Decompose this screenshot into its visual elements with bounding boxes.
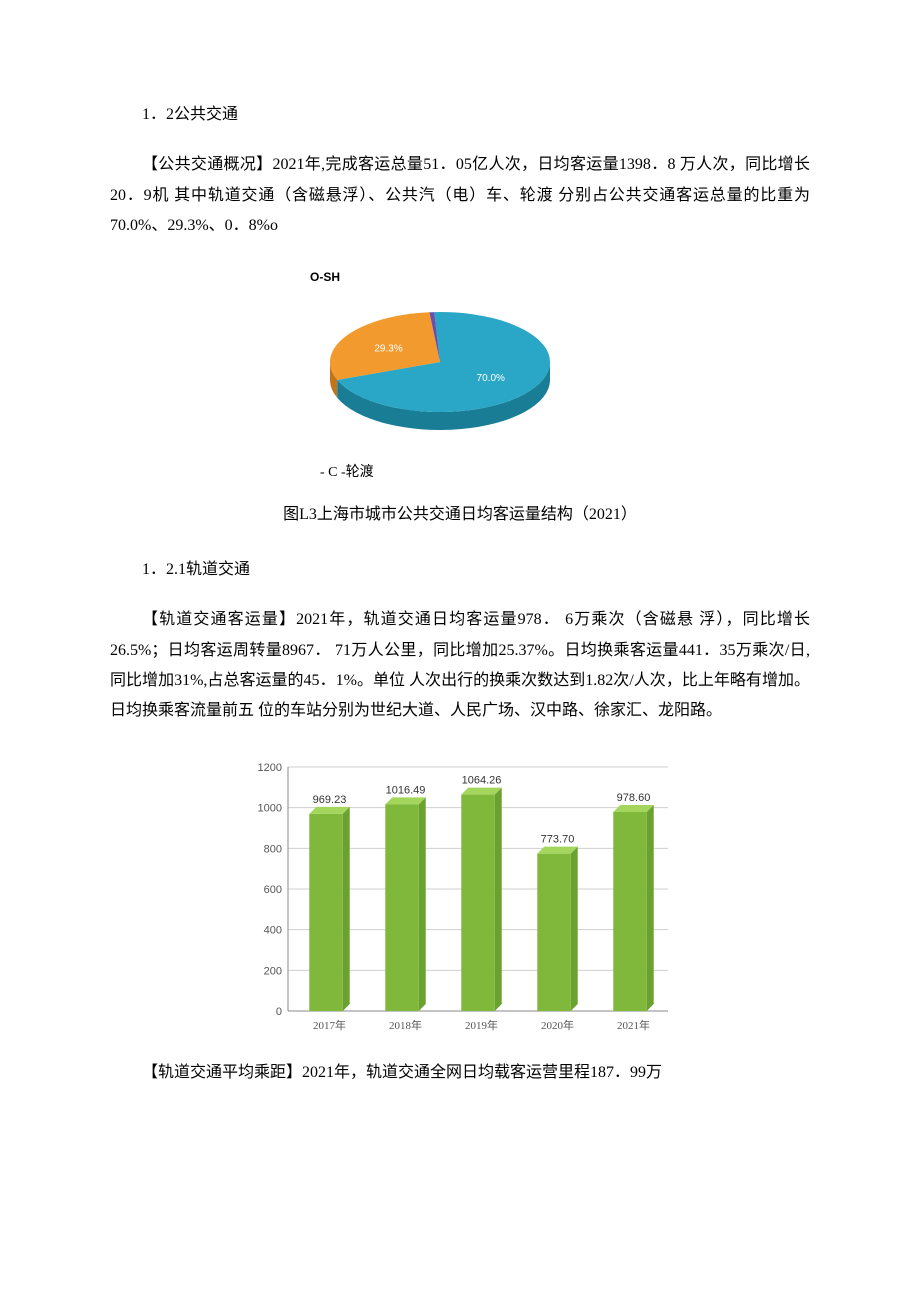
bar-value-label: 969.23	[313, 794, 347, 806]
y-tick-label: 1000	[258, 802, 282, 814]
bar-value-label: 1064.26	[462, 774, 502, 786]
bar-chart-container: 0 200 400 600 800 1000 1200 969.23 2017年 1016.49 2…	[240, 751, 680, 1052]
pie-chart-container: O-SH 70.0% 29.3% - C -轮渡	[280, 266, 640, 487]
x-tick-label: 2019年	[465, 1018, 498, 1032]
y-tick-label: 0	[276, 1006, 282, 1018]
bar-value-label: 1016.49	[386, 784, 426, 796]
y-tick-label: 200	[264, 965, 282, 977]
bar	[385, 804, 418, 1011]
x-tick-label: 2018年	[389, 1018, 422, 1032]
y-tick-label: 800	[264, 843, 282, 855]
section-heading-2: 1．2.1轨道交通	[110, 555, 810, 585]
bar	[537, 853, 570, 1010]
pie-slice-label: 29.3%	[374, 344, 402, 355]
paragraph-overview: 【公共交通概况】2021年,完成客运总量51．05亿人次，日均客运量1398．8…	[110, 150, 810, 241]
bar	[309, 814, 342, 1011]
bar	[461, 794, 494, 1010]
y-tick-label: 400	[264, 924, 282, 936]
x-tick-label: 2020年	[541, 1018, 574, 1032]
bar-value-label: 773.70	[541, 833, 575, 845]
x-tick-label: 2021年	[617, 1018, 650, 1032]
pie-slice-label: 70.0%	[477, 373, 505, 384]
paragraph-rail: 【轨道交通客运量】2021年，轨道交通日均客运量978． 6万乘次（含磁悬 浮）…	[110, 605, 810, 727]
pie-top-label: O-SH	[310, 266, 640, 289]
pie-bottom-label: - C -轮渡	[320, 460, 640, 487]
x-tick-label: 2017年	[313, 1018, 346, 1032]
pie-caption: 图L3上海市城市公共交通日均客运量结构（2021）	[110, 500, 810, 530]
bar	[613, 812, 646, 1011]
y-tick-label: 600	[264, 884, 282, 896]
paragraph-avg-distance: 【轨道交通平均乘距】2021年，轨道交通全网日均载客运营里程187．99万	[110, 1058, 810, 1088]
bar-chart: 0 200 400 600 800 1000 1200 969.23 2017年 1016.49 2…	[240, 751, 680, 1041]
section-heading-1: 1．2公共交通	[110, 100, 810, 130]
pie-chart: 70.0% 29.3%	[280, 292, 600, 442]
y-tick-label: 1200	[258, 762, 282, 774]
bar-value-label: 978.60	[617, 792, 651, 804]
